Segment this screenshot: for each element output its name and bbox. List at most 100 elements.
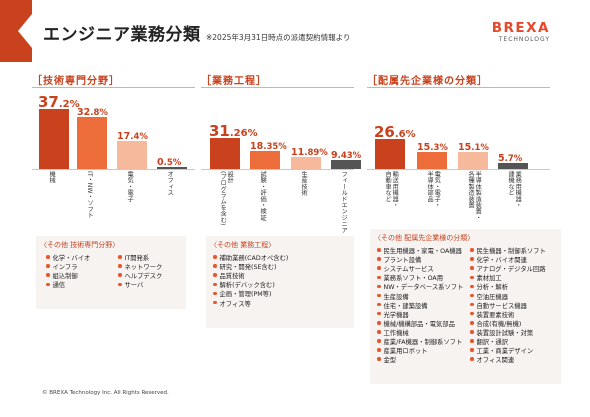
other-category-item: 合成(有機/無機): [470, 319, 521, 328]
other-category-text: 生産設備: [383, 293, 409, 301]
bar-value-label: 0.5%: [157, 150, 181, 169]
bullet-icon: [377, 284, 381, 289]
chart-bar: [157, 167, 187, 169]
other-category-item: ヘルプデスク: [118, 271, 162, 280]
bar-category-label: オフィス: [166, 171, 174, 196]
other-category-item: サーバ: [118, 280, 143, 289]
bullet-icon: [470, 311, 474, 316]
chart-bar: [375, 138, 405, 169]
other-category-text: オフィス等: [219, 300, 251, 308]
other-category-text: 金型: [383, 357, 397, 365]
bullet-icon: [470, 321, 474, 325]
bar-value-label: 17.4%: [117, 124, 148, 143]
brexa-logo: BREXA TECHNOLOGY: [458, 20, 550, 48]
bar-category-label: 業務用機器・ 建機など: [507, 171, 522, 209]
bar-value-decimal: .6%: [394, 128, 416, 140]
logo-text: BREXA: [491, 20, 550, 36]
bullet-icon: [213, 255, 217, 259]
bullet-icon: [118, 282, 122, 287]
other-categories-title: 〈その他 業務工程〉: [210, 241, 276, 249]
bar-category-label: 生産技術: [300, 171, 308, 196]
section-heading: ［業務工程］: [201, 76, 267, 87]
bullet-icon: [377, 348, 381, 352]
bullet-icon: [46, 282, 50, 287]
other-category-text: 補助業務(CADオペ含む): [219, 255, 289, 262]
bullet-icon: [470, 302, 474, 307]
bullet-icon: [470, 284, 474, 289]
other-category-item: 装置設計試験・対策: [470, 328, 533, 337]
other-category-item: アナログ・デジタル回路: [470, 264, 546, 273]
bullet-icon: [377, 357, 381, 361]
other-category-item: ネットワーク: [118, 262, 162, 271]
other-category-item: システムサービス: [377, 264, 434, 273]
bullet-icon: [377, 330, 381, 334]
bullet-icon: [377, 248, 381, 252]
chart-bar: [458, 151, 488, 169]
bullet-icon: [470, 257, 474, 261]
bar-category-label: 機械: [48, 171, 56, 184]
chart-bar: [331, 159, 361, 169]
chart-baseline: [367, 169, 550, 170]
bar-value-decimal: .43%: [337, 150, 362, 161]
other-category-text: 工作機械: [383, 329, 409, 337]
other-category-item: プラント設備: [377, 255, 421, 264]
bar-value-integer: 31: [209, 121, 230, 140]
other-category-text: サーバ: [124, 282, 144, 290]
bullet-icon: [470, 266, 474, 270]
other-category-item: 装置要素技術: [470, 310, 514, 319]
bullet-icon: [46, 273, 50, 277]
bullet-icon: [118, 264, 122, 268]
chart-bar: [291, 157, 321, 169]
other-category-text: IT開発系: [124, 255, 150, 262]
other-category-text: 組込制御: [52, 273, 78, 281]
other-category-text: 機械/機構部品・電気部品: [383, 320, 455, 328]
bar-value-integer: 9: [331, 149, 338, 161]
bar-value-decimal: .7%: [504, 153, 523, 164]
other-category-text: 自動サービス機器: [476, 302, 527, 310]
other-category-item: 民生用機器・家電・OA機器: [377, 246, 462, 255]
bar-value-decimal: .26%: [229, 127, 258, 139]
bar-value-decimal: .8%: [90, 107, 108, 118]
other-category-text: 品質技術: [219, 273, 245, 281]
other-category-item: 産業/FA機器・制御系ソフト: [377, 337, 462, 346]
other-category-text: 民生機器・制御系ソフト: [476, 248, 546, 255]
bar-category-label: 設計 (プログラムを含む): [219, 171, 234, 226]
bar-value-integer: 18: [250, 140, 264, 152]
chart-bar: [39, 109, 69, 169]
brand-corner-mark: [0, 0, 32, 62]
other-category-text: ネットワーク: [124, 264, 163, 272]
other-category-item: 素材加工: [470, 273, 502, 282]
other-category-item: 化学・バイオ関連: [470, 255, 527, 264]
other-category-text: 分析・解析: [476, 284, 508, 292]
other-category-text: 装置要素技術: [476, 311, 515, 319]
bar-value-decimal: .4%: [130, 132, 148, 143]
bar-value-label: 5.7%: [498, 146, 522, 165]
section-heading: ［配属先企業様の分類］: [367, 76, 488, 87]
other-category-text: ヘルプデスク: [124, 273, 163, 281]
bar-value-integer: 37: [38, 93, 59, 112]
bar-value-label: 9.43%: [331, 143, 361, 162]
bar-value-decimal: .89%: [304, 148, 328, 159]
chart-bar: [498, 162, 528, 169]
other-category-text: システムサービス: [383, 266, 434, 274]
bar-category-label: 輸送用機器・ 自動車など: [384, 171, 399, 209]
other-category-item: オフィス関連: [470, 355, 514, 364]
bullet-icon: [470, 330, 474, 334]
bar-value-integer: 15: [417, 141, 431, 153]
other-category-text: 化学・バイオ: [52, 255, 91, 262]
other-category-item: 空油圧機器: [470, 292, 508, 301]
chart-bar: [77, 116, 107, 169]
chart-bar: [250, 150, 280, 169]
chart-baseline: [32, 169, 195, 170]
logo-subtext: TECHNOLOGY: [498, 36, 550, 43]
bar-value-integer: 32: [77, 106, 91, 118]
bullet-icon: [470, 357, 474, 361]
other-category-text: プラント設備: [383, 257, 422, 265]
other-category-item: 補助業務(CADオペ含む): [213, 253, 288, 262]
other-category-text: インフラ: [52, 264, 78, 272]
other-category-item: 民生機器・制御系ソフト: [470, 246, 546, 255]
other-category-item: 研究・開発(SE含む): [213, 262, 276, 271]
bullet-icon: [213, 300, 217, 305]
other-category-item: 産業用ロボット: [377, 346, 428, 355]
other-category-text: NW・データベース系ソフト: [383, 284, 464, 292]
